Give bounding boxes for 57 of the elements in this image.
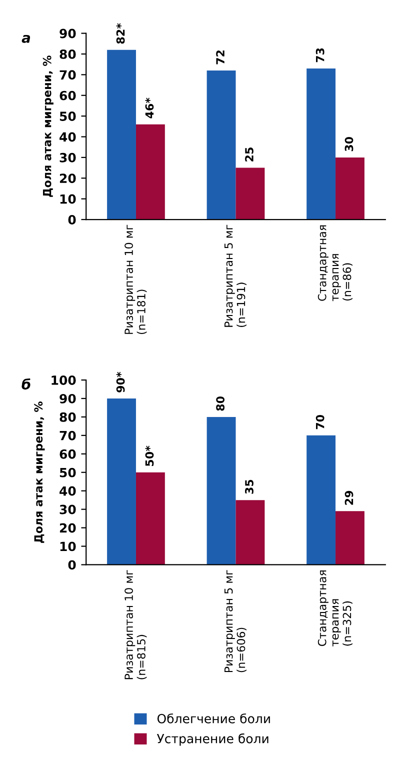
legend-label: Облегчение боли [157, 713, 270, 724]
data-label: 80 [216, 396, 225, 411]
y-axis-title: Доля атак мигрени, % [34, 402, 45, 543]
y-tick-label: 20 [60, 523, 76, 533]
x-tick-label: Ризатриптан 5 мг (n=191) [224, 224, 246, 327]
y-tick-label: 70 [60, 70, 76, 80]
y-tick-label: 90 [60, 394, 76, 404]
y-axis-title: Доля атак мигрени, % [42, 56, 54, 197]
y-tick-label: 50 [60, 468, 76, 478]
bar [336, 511, 364, 565]
y-tick-label: 100 [52, 375, 76, 385]
data-label: 29 [344, 490, 354, 505]
y-tick-label: 50 [60, 112, 76, 121]
data-label: 25 [245, 148, 254, 162]
y-tick-label: 60 [60, 90, 76, 100]
y-tick-label: 80 [60, 412, 76, 422]
x-tick-label: Стандартная терапия (n=325) [318, 570, 352, 646]
y-tick-label: 0 [68, 560, 76, 570]
y-tick-label: 60 [60, 449, 76, 459]
y-tick-label: 30 [60, 504, 76, 514]
bar [306, 68, 336, 220]
bar [206, 70, 236, 220]
y-tick-label: 0 [68, 215, 76, 224]
y-tick-label: 80 [60, 49, 76, 59]
y-tick-label: 40 [60, 132, 76, 142]
data-label: 35 [245, 480, 254, 494]
y-tick-label: 10 [60, 194, 76, 204]
bar [206, 416, 236, 565]
bar [107, 50, 136, 220]
bar [306, 435, 336, 565]
y-tick-label: 30 [60, 152, 76, 162]
x-tick-label: Стандартная терапия (n=86) [318, 225, 352, 302]
y-tick-label: 90 [60, 28, 76, 38]
bar [236, 500, 265, 565]
bar [236, 168, 265, 220]
data-label: 46* [145, 98, 154, 118]
x-tick-label: Ризатриптан 10 мг (n=815) [124, 570, 147, 680]
data-label: 30 [344, 136, 354, 152]
y-tick-label: 40 [60, 486, 76, 496]
bar [107, 398, 136, 565]
data-label: 90* [116, 372, 125, 392]
x-tick-label: Ризатриптан 10 мг (n=181) [124, 224, 147, 334]
y-tick-label: 20 [60, 174, 76, 184]
chart-title: а [22, 34, 30, 43]
data-label: 72 [216, 50, 224, 64]
legend-label: Устранение боли [156, 733, 268, 746]
data-label: 50* [145, 446, 154, 466]
y-tick-label: 70 [60, 430, 76, 440]
data-label: 82* [116, 23, 125, 44]
data-label: 70 [316, 414, 324, 430]
bar [136, 124, 165, 220]
bar [336, 157, 364, 220]
chart-title: б [22, 378, 30, 390]
bar [136, 472, 165, 565]
data-label: 73 [316, 48, 324, 62]
y-tick-label: 10 [60, 542, 76, 552]
x-tick-label: Ризатриптан 5 мг (n=606) [224, 570, 246, 672]
